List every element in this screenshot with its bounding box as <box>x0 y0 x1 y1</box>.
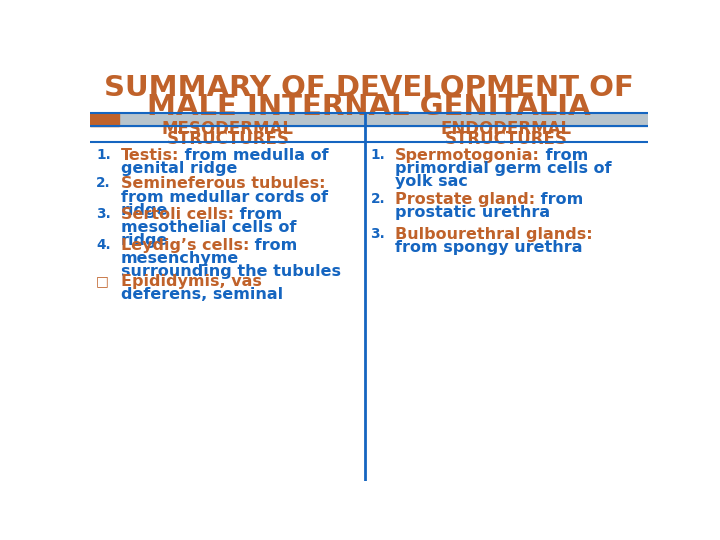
Text: 3.: 3. <box>371 226 385 240</box>
Text: primordial germ cells of: primordial germ cells of <box>395 161 612 176</box>
Text: from: from <box>540 148 588 163</box>
Text: □: □ <box>96 274 109 288</box>
Text: MALE INTERNAL GENITALIA: MALE INTERNAL GENITALIA <box>147 93 591 121</box>
Bar <box>90 112 120 126</box>
Text: 2.: 2. <box>371 192 385 206</box>
Text: genital ridge: genital ridge <box>121 161 238 176</box>
Text: from medullar cords of: from medullar cords of <box>121 190 328 205</box>
Text: ENDODERMAL: ENDODERMAL <box>441 120 572 138</box>
Text: Leydig’s cells:: Leydig’s cells: <box>121 238 249 253</box>
Text: Epididymis, vas: Epididymis, vas <box>121 274 262 289</box>
Text: Testis:: Testis: <box>121 148 179 163</box>
Text: mesenchyme: mesenchyme <box>121 251 239 266</box>
Text: 1.: 1. <box>371 148 385 162</box>
Text: SUMMARY OF DEVELOPMENT OF: SUMMARY OF DEVELOPMENT OF <box>104 74 634 102</box>
Text: from: from <box>536 192 584 207</box>
Text: Spermotogonia:: Spermotogonia: <box>395 148 540 163</box>
Text: deferens, seminal: deferens, seminal <box>121 287 283 302</box>
Text: mesothelial cells of: mesothelial cells of <box>121 220 297 235</box>
Bar <box>90 112 648 126</box>
Text: ridge: ridge <box>121 233 168 248</box>
Text: 4.: 4. <box>96 238 111 252</box>
Text: yolk sac: yolk sac <box>395 174 468 189</box>
Text: surrounding the tubules: surrounding the tubules <box>121 264 341 279</box>
Text: ridge: ridge <box>121 202 168 218</box>
Text: Semineferous tubules:: Semineferous tubules: <box>121 177 325 192</box>
Text: STRUCTURES: STRUCTURES <box>166 131 289 149</box>
Text: from: from <box>249 238 297 253</box>
Text: 1.: 1. <box>96 148 111 162</box>
Text: STRUCTURES: STRUCTURES <box>445 131 567 149</box>
Text: from spongy urethra: from spongy urethra <box>395 240 583 254</box>
Text: 2.: 2. <box>96 177 111 191</box>
Text: Prostate gland:: Prostate gland: <box>395 192 536 207</box>
Text: prostatic urethra: prostatic urethra <box>395 205 551 220</box>
Text: from: from <box>234 207 282 222</box>
Text: Sertoli cells:: Sertoli cells: <box>121 207 234 222</box>
Text: MESODERMAL: MESODERMAL <box>162 120 294 138</box>
Text: from medulla of: from medulla of <box>179 148 329 163</box>
Text: 3.: 3. <box>96 207 111 221</box>
Text: Bulbourethral glands:: Bulbourethral glands: <box>395 226 593 241</box>
